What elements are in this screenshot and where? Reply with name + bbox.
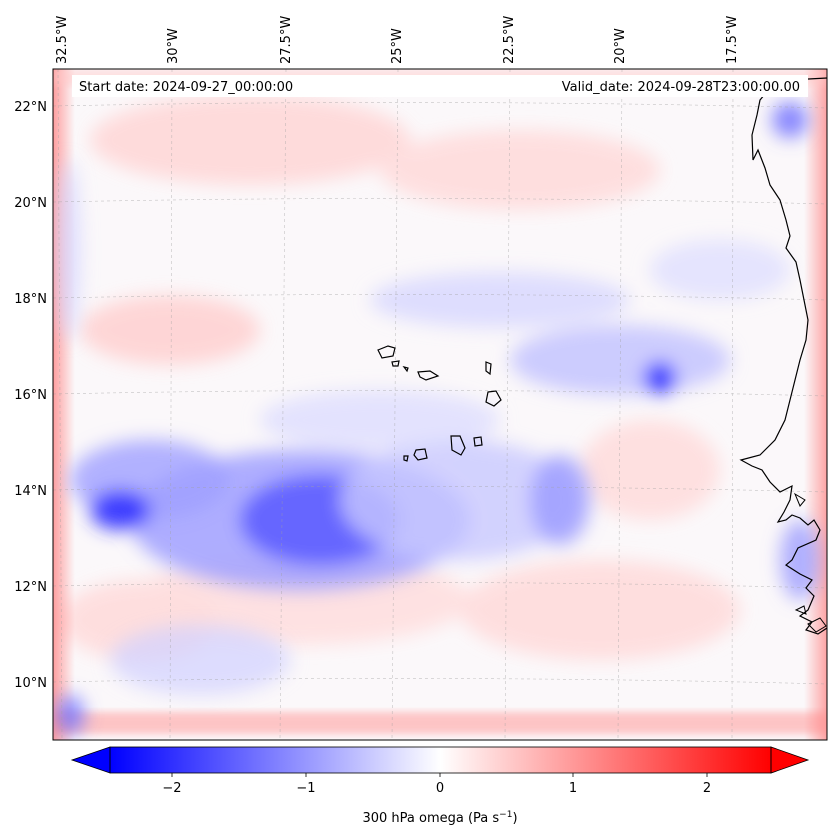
lon-label-27-5w: 27.5°W — [279, 16, 294, 64]
west-africa-coastline — [739, 77, 827, 635]
coast-islands-south — [794, 605, 827, 633]
colorbar-label-end: ) — [512, 811, 517, 826]
latitude-labels: 22°N 20°N 18°N 16°N 14°N 12°N 10°N — [14, 100, 47, 691]
lon-label-32-5w: 32.5°W — [55, 16, 70, 64]
colorbar-label-superscript: −1 — [499, 810, 512, 820]
omega-field-positive — [60, 95, 740, 660]
start-date-text: Start date: 2024-09-27_00:00:00 — [79, 80, 293, 95]
longitude-labels: 32.5°W 30°W 27.5°W 25°W 22.5°W 20°W 17.5… — [55, 16, 740, 64]
lon-label-17-5w: 17.5°W — [725, 16, 740, 64]
colorbar-extend-low — [70, 746, 111, 774]
lon-label-30w: 30°W — [166, 28, 181, 64]
lon-label-22-5w: 22.5°W — [502, 16, 517, 64]
map-frame — [52, 68, 828, 741]
bottom-boundary-band — [53, 712, 827, 734]
cabo-verde-islands — [377, 345, 502, 462]
colorbar-label: 300 hPa omega (Pa s−1) — [362, 810, 517, 826]
lat-label-14n: 14°N — [14, 484, 47, 499]
lat-label-10n: 10°N — [14, 676, 47, 691]
lon-label-20w: 20°W — [613, 28, 628, 64]
lat-label-16n: 16°N — [14, 388, 47, 403]
colorbar-extend-high — [770, 746, 810, 774]
colorbar: −2 −1 0 1 2 300 hPa omega (Pa s−1) — [70, 746, 810, 826]
coast-inlet — [793, 492, 806, 507]
map-panel: Start date: 2024-09-27_00:00:00 Valid_da… — [53, 69, 827, 740]
gridlines — [53, 69, 827, 740]
header-banner — [72, 75, 808, 97]
colorbar-tick-neg1: −1 — [296, 781, 315, 796]
colorbar-tick-marks — [171, 773, 708, 777]
lon-label-25w: 25°W — [390, 28, 405, 64]
colorbar-gradient — [110, 747, 771, 773]
colorbar-tick-neg2: −2 — [162, 781, 181, 796]
valid-date-text: Valid_date: 2024-09-28T23:00:00.00 — [562, 80, 800, 95]
colorbar-tick-2: 2 — [703, 781, 711, 796]
colorbar-tick-0: 0 — [436, 781, 444, 796]
lat-label-22n: 22°N — [14, 100, 47, 115]
omega-field-negative — [56, 102, 820, 735]
lat-label-20n: 20°N — [14, 196, 47, 211]
lat-label-18n: 18°N — [14, 292, 47, 307]
colorbar-outline — [109, 746, 772, 774]
colorbar-tick-1: 1 — [569, 781, 577, 796]
lat-label-12n: 12°N — [14, 580, 47, 595]
colorbar-label-main: 300 hPa omega (Pa s — [362, 811, 499, 826]
right-boundary-band — [804, 69, 827, 740]
